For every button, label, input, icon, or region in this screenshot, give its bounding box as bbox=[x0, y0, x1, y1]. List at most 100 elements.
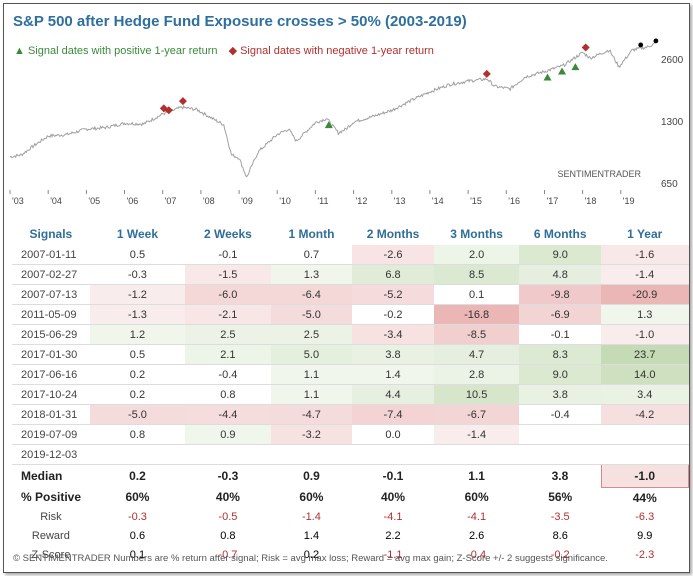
return-cell: -1.0 bbox=[601, 324, 689, 345]
return-cell: 0.5 bbox=[89, 245, 186, 265]
summary-cell: 0.6 bbox=[129, 529, 146, 542]
summary-cell: 44% bbox=[632, 490, 657, 505]
return-cell: -1.3 bbox=[89, 304, 186, 325]
chart-frame: SENTIMENTRADER '03 '04 '05 '06 '07 '08 '09 '10 '1… bbox=[3, 3, 690, 573]
x-tick-label: '06 bbox=[127, 196, 139, 206]
return-cell: 1.1 bbox=[270, 364, 353, 385]
y-tick-label: 2600 bbox=[661, 55, 684, 66]
return-cell: 9.0 bbox=[519, 245, 602, 265]
summary-cell: 1.4 bbox=[303, 529, 320, 542]
return-cell: -1.5 bbox=[185, 264, 271, 285]
column-header: 1 Month bbox=[288, 227, 335, 241]
return-cell: -7.4 bbox=[352, 404, 434, 425]
column-header: 3 Months bbox=[450, 227, 503, 241]
x-tick-label: '17 bbox=[547, 196, 559, 206]
x-tick-label: '03 bbox=[12, 196, 24, 206]
reward-row: Reward 0.6 0.8 1.4 2.2 2.6 8.6 9.9 bbox=[12, 526, 689, 545]
summary-label: % Positive bbox=[21, 490, 82, 505]
return-cell: -4.7 bbox=[270, 404, 353, 425]
x-tick-label: '13 bbox=[394, 196, 406, 206]
return-cell: 10.5 bbox=[433, 384, 520, 405]
return-cell: -1.4 bbox=[433, 424, 520, 445]
table-row: 2017-01-30 0.5 2.1 5.0 3.8 4.7 8.3 23.7 bbox=[12, 344, 689, 365]
signal-date: 2018-01-31 bbox=[12, 404, 90, 425]
return-cell bbox=[519, 424, 602, 445]
pctpos-row: % Positive 60% 40% 60% 40% 60% 56% 44% bbox=[12, 488, 689, 508]
x-tick-label: '18 bbox=[585, 196, 597, 206]
summary-cell: 2.6 bbox=[468, 529, 485, 542]
return-cell: 0.1 bbox=[433, 284, 520, 305]
risk-row: Risk -0.3 -0.5 -1.4 -4.1 -4.1 -3.5 -6.3 bbox=[12, 507, 689, 526]
summary-cell: 0.2 bbox=[129, 469, 146, 484]
y-tick-label: 1300 bbox=[661, 117, 684, 128]
x-tick-label: '11 bbox=[317, 196, 328, 206]
return-cell: 0.9 bbox=[185, 424, 271, 445]
column-header: 6 Months bbox=[533, 227, 587, 241]
return-cell: -6.7 bbox=[433, 404, 520, 425]
signal-positive-marker bbox=[558, 67, 567, 75]
return-cell: -9.8 bbox=[519, 284, 602, 305]
summary-cell: 0.8 bbox=[220, 529, 236, 542]
x-tick-label: '19 bbox=[623, 196, 635, 206]
return-cell: -6.0 bbox=[185, 284, 271, 305]
return-cell: -4.4 bbox=[185, 404, 271, 425]
return-cell: 14.0 bbox=[601, 364, 689, 385]
signal-date: 2007-01-11 bbox=[12, 245, 90, 265]
x-tick-label: '10 bbox=[279, 196, 291, 206]
summary-cell: 56% bbox=[548, 490, 573, 505]
summary-cell: 60% bbox=[125, 490, 150, 505]
summary-cell: -1.1 bbox=[383, 548, 403, 561]
signal-pending-marker bbox=[653, 38, 659, 44]
summary-cell: 8.6 bbox=[552, 529, 568, 542]
return-cell: -5.2 bbox=[352, 284, 434, 305]
signal-positive-marker bbox=[324, 121, 333, 129]
return-cell: 1.2 bbox=[89, 324, 186, 345]
y-tick-label: 650 bbox=[661, 179, 678, 190]
return-cell: 0.8 bbox=[89, 424, 186, 445]
x-tick-label: '08 bbox=[203, 196, 215, 206]
legend-positive: ▲ Signal dates with positive 1-year retu… bbox=[14, 45, 218, 57]
summary-label: Risk bbox=[40, 510, 62, 523]
x-tick-label: '14 bbox=[432, 196, 444, 206]
table-row: 2007-01-11 0.5 -0.1 0.7 -2.6 2.0 9.0 -1.6 bbox=[12, 245, 689, 265]
return-cell: 8.3 bbox=[519, 344, 602, 365]
return-cell: 8.5 bbox=[433, 264, 520, 285]
return-cell bbox=[185, 444, 271, 465]
summary-cell: -0.3 bbox=[127, 510, 147, 523]
table-row: 2011-05-09 -1.3 -2.1 -5.0 -0.2 -16.8 -6.9 1.3 bbox=[12, 304, 689, 325]
table-row: 2019-07-09 0.8 0.9 -3.2 0.0 -1.4 bbox=[12, 424, 689, 445]
return-cell: 3.8 bbox=[519, 384, 602, 405]
return-cell: -8.5 bbox=[433, 324, 520, 345]
return-cell: 0.2 bbox=[89, 364, 186, 385]
signal-table: Signals 1 Week 2 Weeks 1 Month 2 Months 3 Mon… bbox=[12, 223, 689, 564]
return-cell bbox=[519, 444, 602, 465]
return-cell: 0.2 bbox=[89, 384, 186, 405]
summary-cell: 0.1 bbox=[129, 548, 146, 561]
return-cell: 3.4 bbox=[601, 384, 689, 405]
column-header: 1 Week bbox=[116, 227, 159, 241]
summary-cell: 2.2 bbox=[385, 529, 401, 542]
return-cell: 4.8 bbox=[519, 264, 602, 285]
return-cell: -1.2 bbox=[89, 284, 186, 305]
summary-cell: 0.9 bbox=[303, 469, 320, 484]
return-cell: -0.3 bbox=[89, 264, 186, 285]
legend-negative: ◆ Signal dates with negative 1-year retu… bbox=[228, 45, 434, 57]
table-row: 2017-06-16 0.2 -0.4 1.1 1.4 2.8 9.0 14.0 bbox=[12, 364, 689, 385]
summary-cell: -0.3 bbox=[217, 469, 239, 484]
summary-cell: -1.4 bbox=[301, 510, 321, 523]
table-row: 2007-02-27 -0.3 -1.5 1.3 6.8 8.5 4.8 -1.4 bbox=[12, 264, 689, 285]
column-header: 2 Months bbox=[366, 227, 420, 241]
summary-cell: 60% bbox=[464, 490, 489, 505]
sp500-line bbox=[9, 41, 657, 178]
signal-positive-marker bbox=[543, 73, 552, 81]
summary-label: Median bbox=[21, 469, 63, 484]
return-cell: -2.6 bbox=[352, 245, 434, 265]
summary-cell: -0.5 bbox=[218, 510, 238, 523]
signal-negative-marker bbox=[178, 97, 187, 106]
return-cell bbox=[89, 444, 186, 465]
legend-negative-label: Signal dates with negative 1-year return bbox=[240, 45, 434, 57]
return-cell: -6.4 bbox=[270, 284, 353, 305]
signal-date: 2019-12-03 bbox=[12, 444, 90, 465]
table-row: 2015-06-29 1.2 2.5 2.5 -3.4 -8.5 -0.1 -1.0 bbox=[12, 324, 689, 345]
return-cell: -2.1 bbox=[185, 304, 271, 325]
